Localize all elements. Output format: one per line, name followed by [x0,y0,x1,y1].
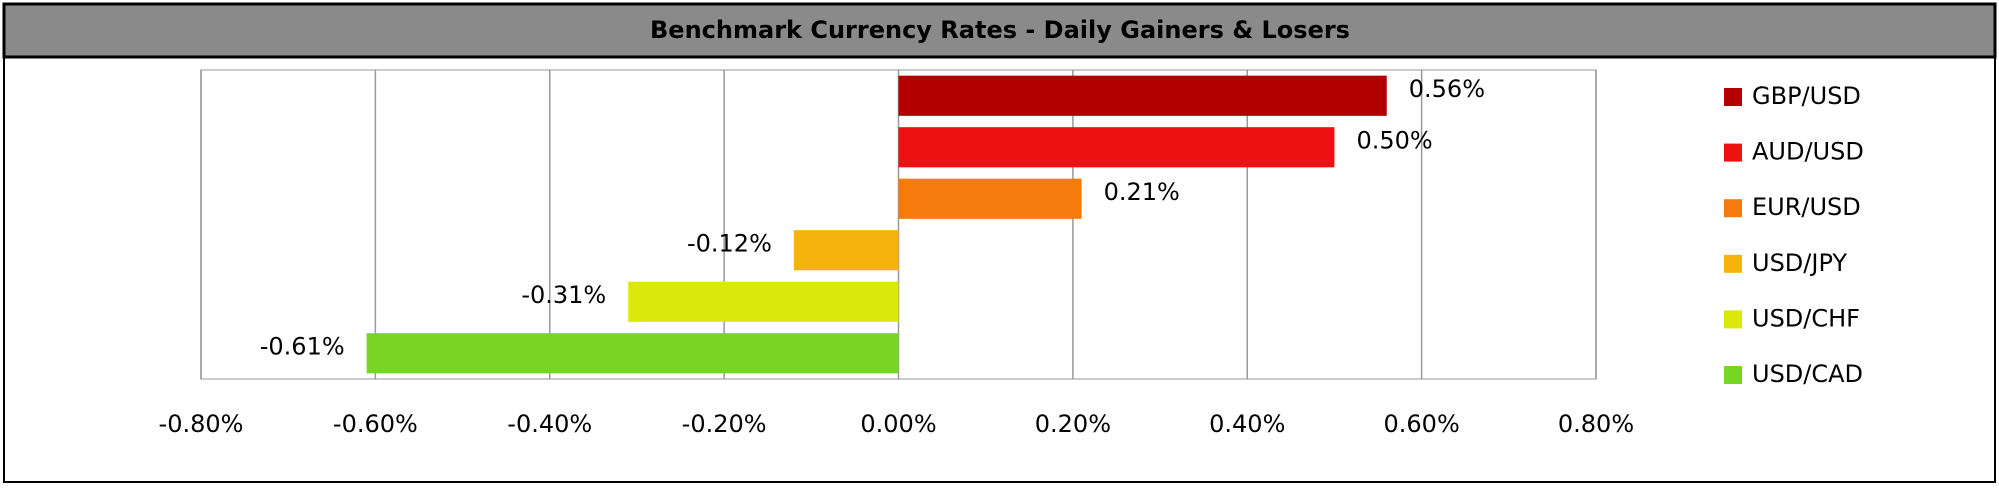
legend-label: USD/CHF [1752,304,1860,332]
bar [898,178,1082,219]
x-tick-label: -0.40% [507,410,592,438]
bar [898,127,1335,168]
legend-label: USD/JPY [1752,249,1847,277]
value-label: 0.50% [1356,126,1432,154]
legend-swatch [1724,199,1742,218]
legend-label: USD/CAD [1752,360,1863,388]
x-tick-label: -0.80% [159,410,244,438]
x-tick-label: -0.60% [333,410,418,438]
legend-swatch [1724,254,1742,273]
legend-swatch [1724,88,1742,106]
legend-swatch [1724,143,1742,162]
bar [628,281,899,322]
x-tick-label: 0.60% [1384,410,1460,438]
value-label: -0.61% [260,332,345,360]
legend-swatch [1724,366,1742,384]
x-tick-label: 0.80% [1558,410,1634,438]
value-label: 0.56% [1409,75,1485,103]
legend-label: EUR/USD [1752,193,1861,221]
value-label: 0.21% [1104,178,1180,206]
legend-label: GBP/USD [1752,82,1861,110]
bar [366,333,899,374]
x-tick-label: 0.20% [1035,410,1111,438]
x-tick-label: 0.40% [1209,410,1285,438]
bar [898,75,1387,116]
x-tick-label: -0.20% [682,410,767,438]
bar [793,230,899,271]
value-label: -0.31% [521,281,606,309]
chart-title: Benchmark Currency Rates - Daily Gainers… [650,16,1350,44]
legend-label: AUD/USD [1752,138,1864,166]
title-bar [2,2,1997,59]
value-label: -0.12% [687,229,772,257]
legend-swatch [1724,310,1742,329]
x-tick-label: 0.00% [860,410,936,438]
